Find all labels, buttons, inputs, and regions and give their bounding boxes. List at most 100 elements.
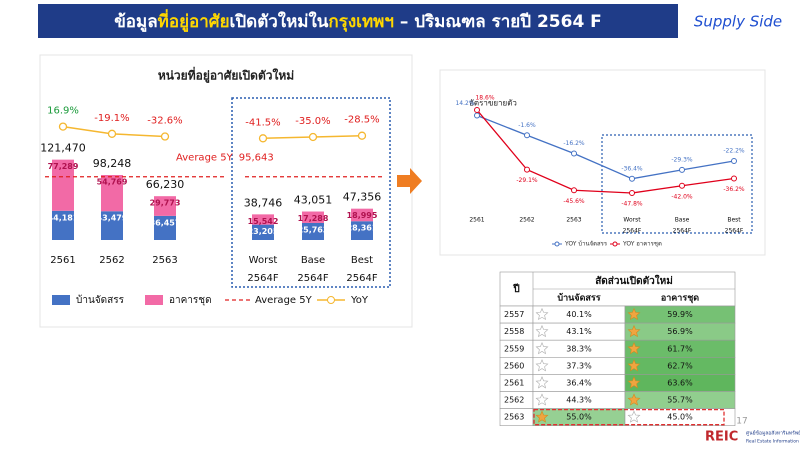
x-tick-sublabel: 2564F: [247, 273, 278, 284]
year-cell: 2560: [504, 361, 524, 370]
chart-title: อัตราขยายตัว: [469, 99, 517, 108]
percent-cell: 59.9%: [667, 310, 693, 319]
value-label: -16.2%: [563, 140, 585, 147]
bar-segment: [252, 214, 274, 225]
org-th: ศูนย์ข้อมูลอสังหาริมทรัพย์: [746, 430, 800, 437]
table-header: บ้านจัดสรร: [557, 293, 600, 304]
star-icon: [627, 307, 641, 321]
marker: [731, 175, 737, 182]
year-cell: 2559: [504, 344, 524, 353]
star-icon: [627, 376, 641, 389]
marker: [679, 166, 685, 173]
value-label: 28,361: [347, 224, 378, 233]
star-icon: [535, 307, 549, 321]
average-label: Average 5Y 95,643: [176, 153, 274, 164]
marker: [571, 150, 577, 157]
yoy-label: -19.1%: [94, 113, 129, 124]
table-cell: [624, 408, 736, 427]
value-label: 14.2%: [455, 100, 474, 107]
bar-segment: [351, 208, 373, 222]
org-en: Real Estate Information Center: [746, 439, 800, 445]
x-tick-label: 2563: [152, 255, 177, 266]
value-label: -42.0%: [671, 193, 693, 200]
percent-cell: 61.7%: [667, 344, 693, 353]
x-tick-label: 2562: [99, 255, 124, 266]
star-icon: [535, 342, 549, 355]
star-icon: [535, 324, 549, 338]
total-label: 38,746: [244, 196, 283, 209]
legend-swatch: [327, 296, 335, 304]
x-tick-label: Worst: [623, 217, 641, 224]
title-part: ข้อมูล: [114, 12, 157, 33]
marker: [474, 107, 480, 113]
star-icon: [535, 376, 549, 389]
x-tick-label: 2561: [50, 255, 75, 266]
value-label: -36.4%: [621, 165, 643, 172]
bar-segment: [252, 224, 274, 240]
yoy-marker: [58, 122, 68, 131]
value-label: 43,479: [97, 214, 128, 223]
x-tick-label: 2562: [519, 217, 534, 224]
marker: [629, 190, 635, 196]
marker: [571, 187, 577, 194]
highlight-box: [533, 408, 725, 426]
title-part: เปิดตัวใหม่ใน: [230, 11, 329, 32]
year-cell: 2561: [504, 378, 524, 387]
header-bar: [38, 4, 678, 38]
x-tick-sublabel: 2564F: [673, 228, 692, 235]
marker: [524, 166, 530, 173]
tag-box: [680, 4, 798, 38]
value-label: -1.6%: [518, 122, 536, 129]
value-label: 25,763: [298, 225, 329, 234]
star-icon: [627, 393, 641, 406]
arrow: [397, 168, 422, 194]
bar-segment: [52, 159, 74, 211]
x-tick-label: 2563: [566, 217, 581, 224]
star-icon: [627, 359, 641, 372]
value-label: 54,769: [97, 178, 128, 187]
table-header: อาคารชุด: [661, 294, 699, 304]
total-label: 98,248: [93, 157, 132, 170]
percent-cell: 55.0%: [566, 413, 592, 422]
bar-segment: [101, 211, 123, 240]
total-label: 121,470: [40, 142, 86, 155]
yoy-label: -35.0%: [295, 116, 330, 127]
legend-swatch: [612, 241, 618, 247]
legend-label: Average 5Y: [255, 295, 313, 306]
x-tick-label: Best: [351, 255, 373, 266]
year-cell: 2562: [504, 396, 524, 405]
percent-cell: 56.9%: [667, 327, 693, 336]
page-number: 17: [736, 417, 747, 427]
x-tick-label: Base: [675, 217, 690, 224]
legend-swatch: [52, 295, 70, 305]
percent-cell: 43.1%: [566, 327, 592, 336]
total-label: 66,230: [146, 178, 185, 191]
series-line: [476, 109, 735, 194]
x-tick-label: Best: [727, 217, 741, 224]
value-label: -22.2%: [723, 148, 745, 155]
x-tick-sublabel: 2564F: [346, 273, 377, 284]
year-cell: 2557: [504, 310, 524, 319]
value-label: -36.2%: [723, 186, 745, 193]
x-tick-sublabel: 2564F: [725, 228, 744, 235]
bar-segment: [154, 215, 176, 240]
series-line: [476, 114, 735, 180]
value-label: 36,457: [150, 218, 181, 227]
year-cell: 2563: [504, 413, 524, 422]
value-label: 77,289: [48, 162, 79, 171]
title-part: กรุงเทพฯ: [328, 12, 394, 32]
total-label: 47,356: [343, 191, 382, 204]
tag: Supply Side: [694, 13, 782, 31]
bar-segment: [351, 221, 373, 240]
table-header: ปี: [513, 283, 520, 295]
chart2-panel: [439, 69, 766, 256]
legend-label: อาคารชุด: [169, 295, 212, 306]
x-tick-label: Worst: [249, 255, 278, 266]
percent-cell: 37.3%: [566, 361, 592, 370]
value-label: 23,205: [248, 227, 279, 236]
value-label: 29,773: [150, 199, 181, 208]
percent-cell: 55.7%: [667, 396, 693, 405]
value-label: -29.3%: [671, 156, 693, 163]
yoy-marker: [357, 131, 367, 140]
marker: [629, 175, 635, 182]
